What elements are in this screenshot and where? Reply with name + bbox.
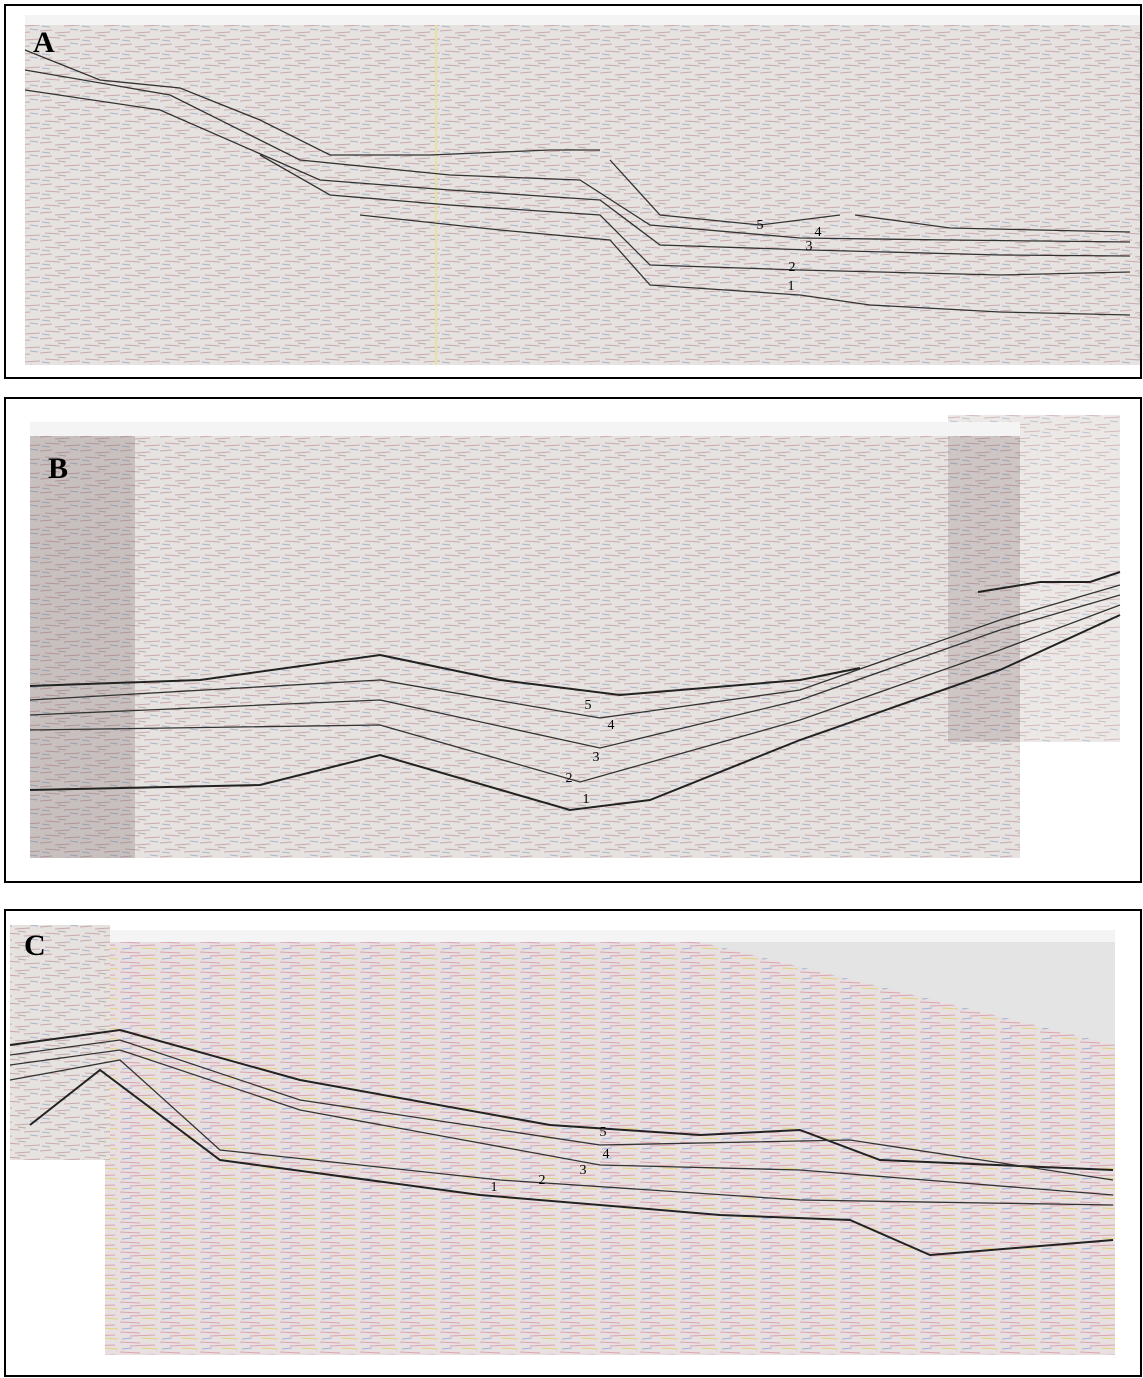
shaded-zone [30,436,135,858]
horizon [359,214,1131,316]
horizon [24,69,1131,243]
seismic-section [30,422,1020,858]
horizon-label: 5 [757,218,764,233]
horizon-label: 4 [603,1147,610,1162]
horizon-label: 3 [806,239,813,254]
horizon-label: 2 [539,1173,546,1188]
panel-a: A 5 4 3 2 1 [4,4,1142,379]
horizon [259,154,1131,276]
horizon [29,594,1121,749]
no-data-area [700,942,1115,1045]
panel-c: C 5 4 3 2 1 [4,909,1142,1377]
horizon [9,1028,1114,1171]
horizon [29,584,1121,719]
panel-b: B 5 4 3 2 1 [4,397,1142,883]
horizon [29,1068,1114,1257]
panel-label: A [33,26,55,59]
horizon [9,1059,1114,1206]
horizon [609,159,1131,233]
axis-strip [105,930,1115,942]
horizon-label: 5 [585,698,592,713]
horizon-label: 3 [580,1163,587,1178]
horizon [29,614,1121,812]
horizon-label: 1 [491,1180,498,1195]
horizon-label: 1 [583,792,590,807]
horizon-label: 5 [600,1125,607,1140]
horizon-label: 2 [789,260,796,275]
horizon [24,49,600,156]
horizon-label: 1 [788,279,795,294]
seismic-section [105,940,1115,1355]
shaded-zone [948,436,1020,742]
seismic-section [25,15,1140,365]
horizon [24,89,1131,257]
horizon [9,1039,1114,1181]
horizon-label: 3 [593,750,600,765]
axis-strip [30,422,1020,436]
horizon [29,571,1121,697]
panel-label: C [24,929,46,962]
horizon [9,1049,1114,1196]
horizon-label: 2 [566,771,573,786]
horizon [29,604,1121,783]
horizon-label: 4 [608,718,615,733]
panel-label: B [48,452,68,485]
axis-strip [25,15,1140,25]
horizon-label: 4 [815,225,822,240]
